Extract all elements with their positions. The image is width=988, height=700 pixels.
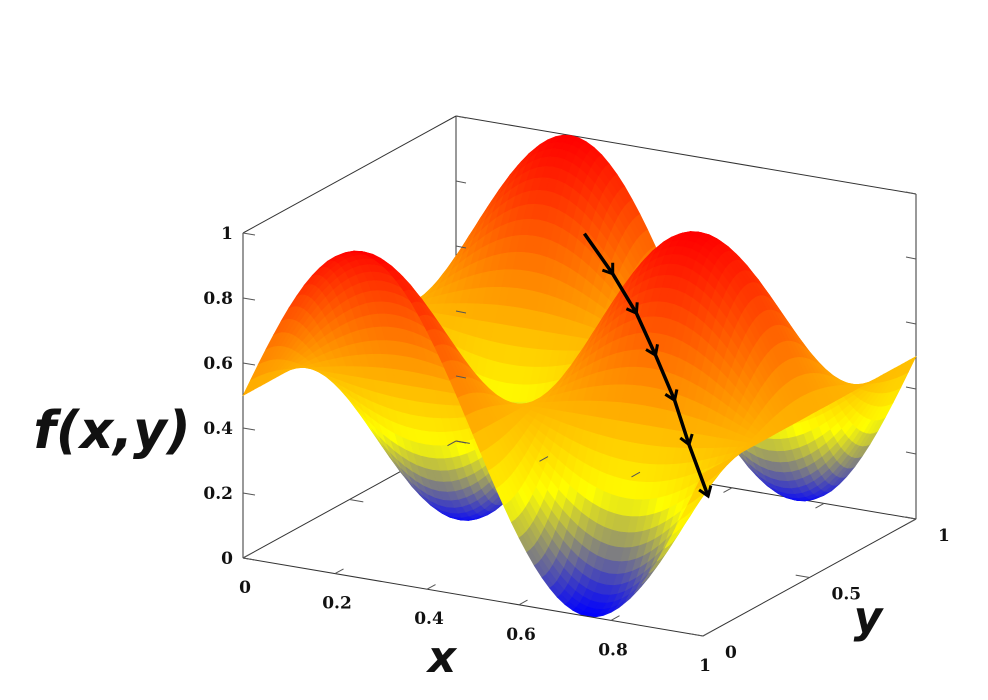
z-axis-title: f(x,y) (33, 401, 190, 461)
x-tick-mark (447, 440, 457, 447)
x-tick-mark (723, 487, 733, 493)
x-tick-mark (242, 552, 252, 559)
x-tick-mark (702, 630, 712, 637)
surface-mesh (242, 134, 917, 618)
z-tick-mark (242, 492, 256, 496)
z-tick-mark (242, 557, 256, 561)
x-tick-mark (815, 502, 825, 509)
z-tick-mark (242, 232, 256, 236)
path-arrowhead (601, 262, 615, 276)
y-tick-label: 0.5 (832, 585, 862, 605)
x-tick-mark (334, 568, 344, 575)
y-tick-mark (689, 633, 704, 637)
x-tick-mark (518, 599, 528, 606)
z-tick-mark (242, 362, 256, 366)
z-tick-mark (905, 451, 917, 455)
x-axis-title: x (426, 632, 458, 683)
y-tick-label: 1 (938, 526, 950, 546)
path-arrowhead (679, 433, 694, 447)
z-tick-mark (905, 321, 917, 325)
x-tick-mark (610, 615, 620, 621)
z-tick-label: 0.8 (203, 289, 233, 309)
x-tick-label: 0.8 (598, 640, 628, 660)
z-tick-mark (455, 375, 467, 379)
y-axis-title: y (854, 592, 885, 643)
z-tick-mark (242, 427, 256, 431)
z-tick-mark (455, 245, 467, 249)
path-arrowhead (698, 485, 713, 499)
box-edge-back (455, 115, 917, 195)
z-tick-mark (905, 516, 917, 520)
z-tick-label: 0 (221, 549, 233, 569)
x-tick-label: 0.6 (506, 625, 536, 645)
x-tick-label: 0.2 (322, 594, 352, 614)
y-tick-mark (349, 499, 364, 503)
x-tick-label: 1 (699, 656, 711, 676)
x-tick-mark (631, 471, 641, 478)
z-tick-label: 0.6 (203, 354, 233, 374)
z-tick-mark (905, 256, 917, 260)
x-tick-label: 0 (239, 578, 251, 598)
x-tick-mark (426, 584, 436, 590)
x-tick-mark (539, 456, 549, 462)
z-tick-label: 0.4 (203, 419, 233, 439)
y-tick-mark (795, 574, 810, 578)
path-arrowhead (664, 389, 679, 403)
x-tick-mark (907, 518, 917, 525)
z-tick-mark (455, 440, 467, 444)
path-arrowhead (625, 302, 639, 316)
x-tick-label: 0.4 (414, 609, 444, 629)
z-tick-mark (455, 115, 467, 119)
box-edge-front (242, 557, 704, 637)
z-tick-label: 0.2 (203, 484, 233, 504)
box-edge-back (242, 115, 457, 234)
path-arrowhead (645, 344, 659, 358)
gradient-path (582, 232, 713, 499)
z-tick-mark (455, 310, 467, 314)
z-tick-mark (242, 297, 256, 301)
z-tick-mark (905, 386, 917, 390)
z-tick-mark (905, 191, 917, 195)
y-tick-label: 0 (725, 643, 737, 663)
z-tick-mark (455, 180, 467, 184)
z-tick-label: 1 (221, 224, 233, 244)
